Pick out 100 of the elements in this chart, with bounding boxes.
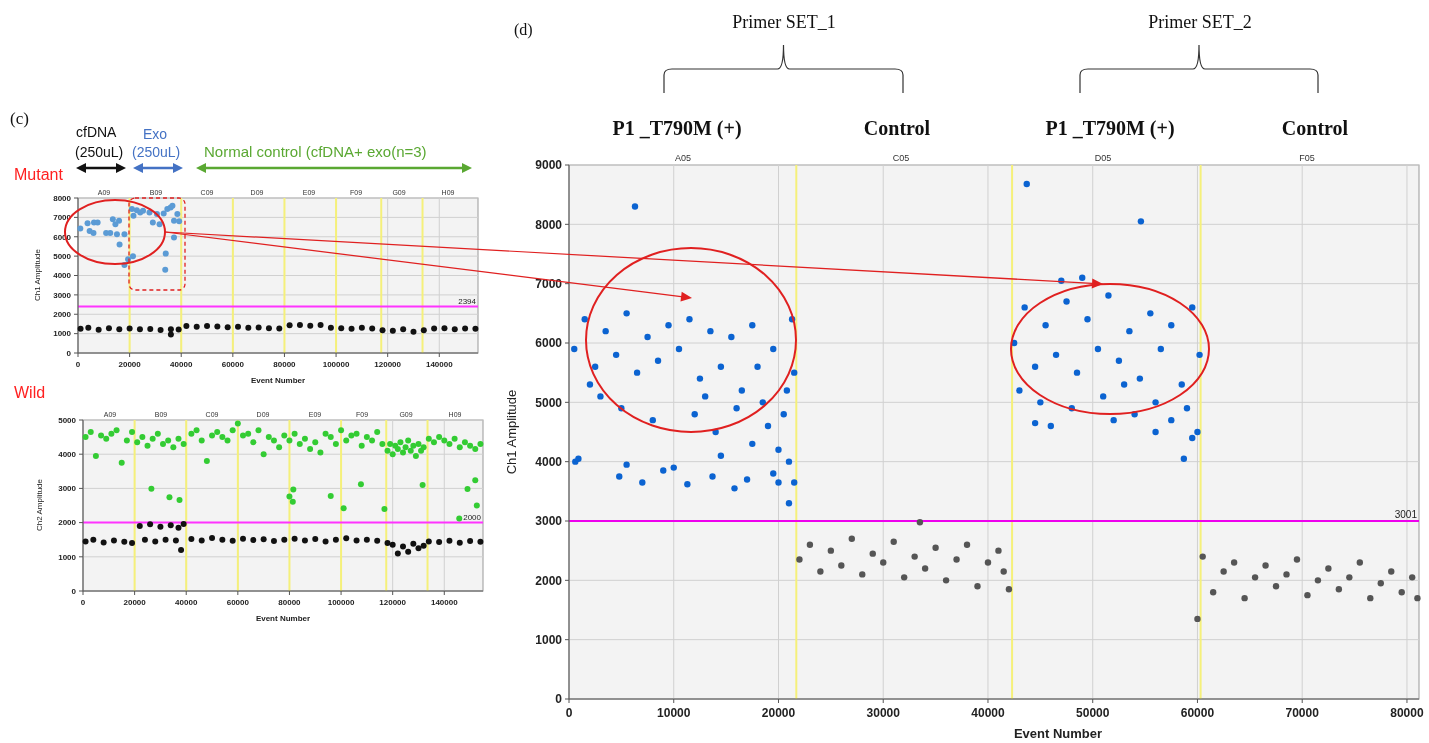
point — [183, 323, 190, 330]
text: (250uL) — [132, 144, 181, 160]
point — [436, 539, 443, 546]
x-tick-label: 20000 — [118, 360, 142, 369]
point — [204, 322, 211, 329]
point — [446, 537, 453, 544]
text: (c) — [10, 109, 29, 128]
point — [353, 537, 360, 544]
point — [128, 206, 135, 213]
point — [171, 234, 177, 241]
point — [400, 543, 406, 550]
point — [188, 536, 195, 543]
point — [175, 326, 182, 333]
y-tick-label: 0 — [66, 348, 72, 358]
x-tick-label: 0 — [565, 706, 573, 720]
point — [1325, 565, 1332, 572]
point — [1272, 583, 1280, 590]
text: Normal control (cfDNA+ exo(n=3) — [204, 143, 427, 160]
point — [995, 547, 1002, 554]
point — [1335, 586, 1343, 593]
y-tick-label: 2000 — [58, 518, 77, 528]
point — [193, 323, 200, 330]
point — [235, 323, 241, 330]
y-tick-label: 4000 — [58, 450, 77, 459]
point — [859, 571, 866, 578]
y-tick-label: 0 — [555, 692, 563, 707]
text: Primer SET_2 — [1148, 12, 1252, 32]
x-tick-label: 50000 — [1076, 706, 1110, 720]
point — [420, 327, 427, 334]
point — [838, 562, 845, 569]
point — [358, 324, 365, 331]
chart-title: Mutant — [14, 166, 64, 183]
point — [327, 324, 334, 331]
point — [174, 211, 181, 218]
x-tick-label: 100000 — [327, 598, 355, 607]
point — [147, 521, 154, 528]
point — [77, 225, 84, 232]
point — [394, 550, 401, 557]
point — [1304, 591, 1311, 599]
x-tick-label: 40000 — [971, 706, 1005, 720]
y-tick-label: 4000 — [53, 271, 72, 281]
point — [156, 221, 163, 228]
point — [379, 327, 386, 334]
point — [255, 324, 262, 331]
point — [441, 325, 448, 332]
y-axis-title: Ch1 Amplitude — [33, 248, 42, 302]
point — [121, 538, 128, 545]
x-tick-label: 20000 — [123, 598, 147, 607]
ref-line-label: 3001 — [1394, 508, 1418, 520]
point — [456, 539, 463, 546]
point — [817, 568, 824, 575]
point — [178, 546, 185, 553]
point — [431, 325, 438, 332]
x-tick-label: 10000 — [657, 706, 691, 720]
point — [1199, 553, 1206, 560]
y-tick-label: 5000 — [58, 415, 77, 425]
point — [953, 556, 960, 563]
point — [160, 210, 167, 217]
point — [880, 559, 887, 566]
x-tick-label: 100000 — [322, 360, 350, 369]
y-tick-label: 8000 — [535, 217, 563, 232]
point — [806, 541, 814, 548]
x-axis-title: Event Number — [250, 376, 306, 385]
y-tick-label: 1000 — [58, 552, 77, 562]
point — [180, 520, 187, 527]
point — [911, 553, 918, 560]
x-tick-label: 70000 — [1285, 706, 1320, 720]
y-tick-label: 7000 — [535, 276, 563, 291]
point — [1220, 568, 1227, 575]
point — [1241, 594, 1248, 602]
point — [405, 548, 412, 555]
chart-title: (d) — [514, 21, 533, 39]
point — [1194, 615, 1201, 623]
x-tick-label: 60000 — [226, 598, 250, 607]
point — [415, 545, 422, 552]
point — [85, 324, 92, 331]
point — [129, 253, 136, 260]
y-axis-title: Ch2 Amplitude — [35, 478, 44, 532]
y-tick-label: 5000 — [535, 395, 563, 410]
point — [1367, 594, 1374, 602]
point — [171, 217, 177, 224]
point — [152, 538, 159, 545]
point — [209, 534, 216, 541]
point — [167, 326, 174, 333]
point — [1414, 594, 1421, 602]
y-tick-label: 8000 — [53, 193, 72, 203]
y-tick-label: 2000 — [535, 573, 563, 588]
point — [90, 536, 97, 543]
point — [848, 535, 856, 542]
y-axis-title: Ch1 Amplitude — [504, 389, 519, 475]
point — [1230, 559, 1238, 566]
point — [147, 325, 154, 332]
point — [270, 538, 277, 545]
point — [130, 212, 137, 219]
point — [942, 577, 950, 584]
point — [245, 324, 252, 331]
point — [176, 218, 183, 225]
point — [149, 219, 156, 226]
point — [389, 541, 396, 548]
x-tick-label: 0 — [80, 598, 86, 607]
